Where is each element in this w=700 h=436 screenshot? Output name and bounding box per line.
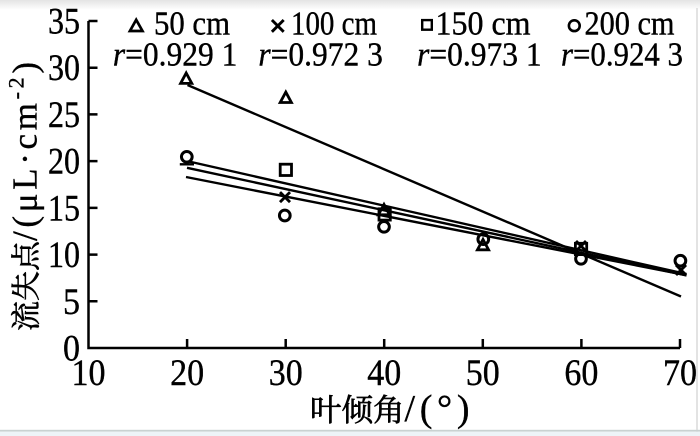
svg-text:r=0.929 1: r=0.929 1 bbox=[113, 36, 237, 73]
svg-text:15: 15 bbox=[48, 187, 80, 229]
svg-text:20: 20 bbox=[170, 352, 204, 394]
svg-text:30: 30 bbox=[48, 47, 80, 89]
svg-text:70: 70 bbox=[663, 352, 697, 394]
svg-text:50: 50 bbox=[466, 352, 500, 394]
svg-text:150 cm: 150 cm bbox=[436, 5, 531, 42]
svg-text:200 cm: 200 cm bbox=[585, 5, 675, 42]
svg-text:10: 10 bbox=[72, 352, 106, 394]
svg-text:5: 5 bbox=[63, 280, 80, 322]
svg-text:60: 60 bbox=[564, 352, 598, 394]
svg-text:50 cm: 50 cm bbox=[154, 5, 230, 42]
svg-text:30: 30 bbox=[269, 352, 303, 394]
svg-text:25: 25 bbox=[48, 93, 80, 135]
svg-text:r=0.973 1: r=0.973 1 bbox=[417, 36, 541, 73]
svg-text:35: 35 bbox=[48, 0, 80, 42]
svg-text:r=0.972 3: r=0.972 3 bbox=[258, 36, 383, 73]
svg-text:0: 0 bbox=[63, 327, 80, 369]
svg-text:100 cm: 100 cm bbox=[291, 5, 377, 42]
svg-text:20: 20 bbox=[48, 140, 80, 182]
svg-text:/(°): /(°) bbox=[405, 388, 470, 430]
svg-text:10: 10 bbox=[48, 234, 80, 276]
svg-text:r=0.924 3: r=0.924 3 bbox=[561, 36, 683, 73]
svg-text:40: 40 bbox=[367, 352, 401, 394]
